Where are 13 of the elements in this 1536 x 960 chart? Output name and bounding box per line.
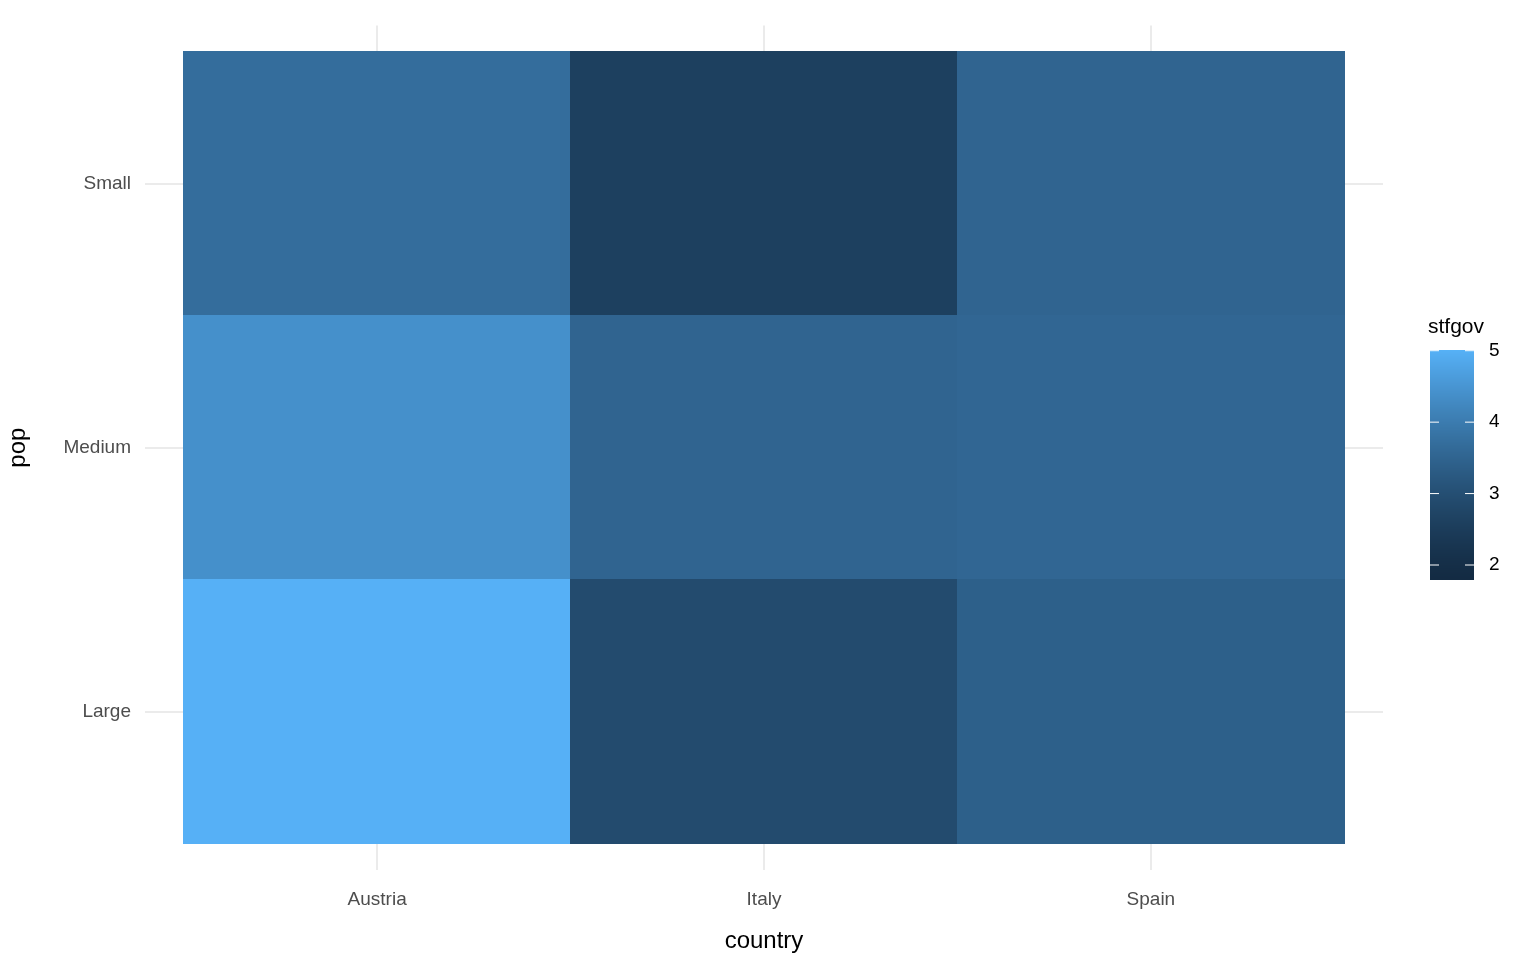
x-tick-label: Spain <box>1126 887 1176 909</box>
x-tick-label: Italy <box>746 887 782 909</box>
color-bar-label: 4 <box>1489 410 1500 432</box>
color-bar-title: stfgov <box>1428 314 1485 337</box>
color-bar-label: 2 <box>1489 553 1500 575</box>
x-axis-title: country <box>724 926 804 954</box>
y-tick-label: Medium <box>63 435 131 457</box>
y-axis-title: pop <box>3 427 31 468</box>
y-tick-label: Large <box>82 699 131 721</box>
x-tick-label: Austria <box>347 887 408 909</box>
color-bar-label: 3 <box>1489 481 1500 503</box>
color-bar-label: 5 <box>1489 338 1500 360</box>
y-tick-label: Small <box>83 172 131 193</box>
